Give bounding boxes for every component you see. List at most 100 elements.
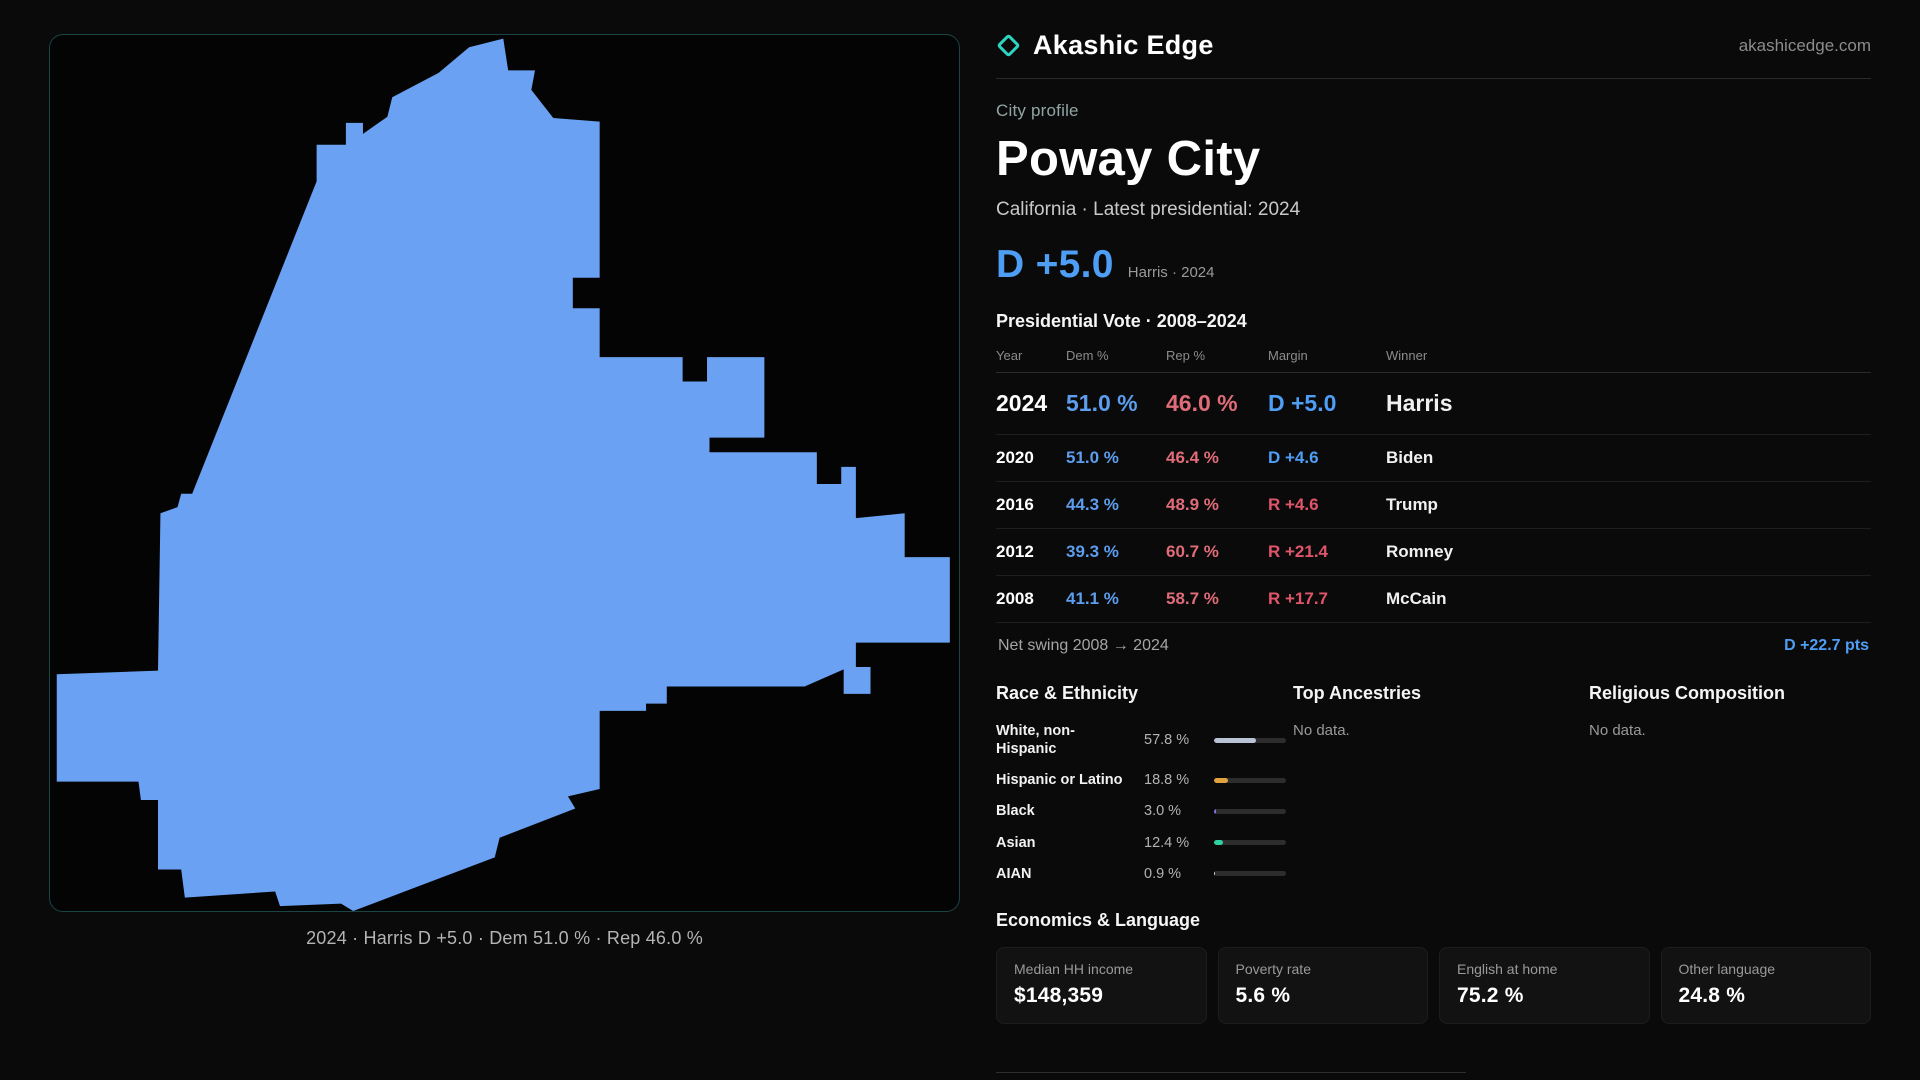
net-swing-value: D +22.7 pts: [1784, 637, 1869, 654]
race-bar: [1214, 840, 1286, 846]
race-bar-fill: [1214, 808, 1217, 814]
year-cell: 2024: [996, 390, 1048, 416]
margin-cell: R +4.6: [1268, 495, 1319, 514]
race-row: Black 3.0 %: [996, 802, 1293, 820]
brand-domain-link[interactable]: akashicedge.com: [1738, 35, 1871, 55]
race-label: Hispanic or Latino: [996, 772, 1123, 789]
race-bar-fill: [1214, 737, 1256, 743]
winner-cell: McCain: [1386, 589, 1447, 608]
race-label: Black: [996, 803, 1035, 820]
winner-cell: Trump: [1386, 495, 1438, 514]
stat-value: 75.2 %: [1457, 983, 1524, 1007]
footer: Sources: Akashic Edge elections database…: [996, 1071, 1466, 1080]
race-row: Hispanic or Latino 18.8 %: [996, 771, 1293, 789]
diamond-logo-icon: [996, 33, 1021, 58]
race-row: Asian 12.4 %: [996, 834, 1293, 852]
rep-cell: 46.4 %: [1166, 448, 1219, 467]
race-value: 3.0 %: [1144, 803, 1182, 820]
vote-row-2016: 2016 44.3 % 48.9 % R +4.6 Trump: [996, 482, 1871, 529]
ancestries-no-data: No data.: [1293, 722, 1350, 739]
rep-cell: 58.7 %: [1166, 589, 1219, 608]
race-ethnicity-title: Race & Ethnicity: [996, 683, 1139, 703]
city-shape: [56, 38, 950, 911]
dem-cell: 39.3 %: [1066, 542, 1119, 561]
economics-stats: Median HH income $148,359 Poverty rate 5…: [996, 946, 1871, 1024]
rep-cell: 48.9 %: [1166, 495, 1219, 514]
race-bar-fill: [1214, 840, 1223, 846]
race-label: White, non-Hispanic: [996, 723, 1075, 758]
winner-cell: Romney: [1386, 542, 1454, 561]
rep-cell: 46.0 %: [1166, 390, 1238, 416]
religious-composition-column: Religious Composition No data.: [1589, 683, 1871, 896]
stat-card-english-at-home: English at home 75.2 %: [1439, 946, 1650, 1024]
map-svg: [56, 38, 950, 911]
stat-card-other-language: Other language 24.8 %: [1660, 946, 1871, 1024]
race-bar-fill: [1214, 777, 1228, 783]
dem-cell: 41.1 %: [1066, 589, 1119, 608]
header: Akashic Edge akashicedge.com: [996, 30, 1871, 79]
col-rep: Rep %: [1166, 348, 1206, 363]
vote-table-title: Presidential Vote · 2008–2024: [996, 311, 1247, 331]
top-ancestries-title: Top Ancestries: [1293, 683, 1422, 703]
dem-cell: 44.3 %: [1066, 495, 1119, 514]
economics-title: Economics & Language: [996, 909, 1201, 930]
dem-cell: 51.0 %: [1066, 448, 1119, 467]
stat-label: English at home: [1457, 960, 1558, 977]
headline-margin-value: D +5.0: [996, 243, 1114, 286]
headline-margin: D +5.0 Harris · 2024: [996, 243, 1871, 287]
vote-table: Year Dem % Rep % Margin Winner 2024 51.0…: [996, 340, 1871, 623]
margin-cell: R +21.4: [1268, 542, 1329, 561]
stat-value: 5.6 %: [1235, 983, 1291, 1007]
race-ethnicity-column: Race & Ethnicity White, non-Hispanic 57.…: [996, 683, 1293, 896]
race-bar: [1214, 737, 1286, 743]
race-value: 12.4 %: [1144, 834, 1190, 851]
dem-cell: 51.0 %: [1066, 390, 1138, 416]
net-swing-label: Net swing 2008 → 2024: [998, 637, 1169, 654]
race-bar: [1214, 808, 1286, 814]
col-winner: Winner: [1386, 348, 1428, 363]
stat-label: Median HH income: [1014, 960, 1134, 977]
year-cell: 2012: [996, 542, 1034, 561]
race-value: 0.9 %: [1144, 865, 1182, 882]
vote-row-2008: 2008 41.1 % 58.7 % R +17.7 McCain: [996, 576, 1871, 623]
kicker: City profile: [996, 101, 1079, 120]
brand: Akashic Edge: [996, 30, 1214, 61]
stat-label: Poverty rate: [1235, 960, 1311, 977]
race-label: Asian: [996, 834, 1036, 851]
map-caption: 2024 · Harris D +5.0 · Dem 51.0 % · Rep …: [306, 928, 703, 948]
winner-cell: Biden: [1386, 448, 1434, 467]
year-cell: 2008: [996, 589, 1034, 608]
vote-row-2012: 2012 39.3 % 60.7 % R +21.4 Romney: [996, 529, 1871, 576]
vote-row-2024: 2024 51.0 % 46.0 % D +5.0 Harris: [996, 373, 1871, 435]
map-section: 2024 · Harris D +5.0 · Dem 51.0 % · Rep …: [49, 34, 960, 948]
headline-margin-context: Harris · 2024: [1127, 264, 1215, 281]
rep-cell: 60.7 %: [1166, 542, 1219, 561]
vote-table-header: Year Dem % Rep % Margin Winner: [996, 340, 1871, 373]
col-dem: Dem %: [1066, 348, 1109, 363]
margin-cell: D +5.0: [1268, 390, 1337, 416]
col-margin: Margin: [1268, 348, 1308, 363]
race-row: White, non-Hispanic 57.8 %: [996, 722, 1293, 758]
religious-composition-title: Religious Composition: [1589, 683, 1785, 703]
race-bar: [1214, 871, 1286, 877]
race-bar-fill: [1214, 871, 1215, 877]
city-boundary-map: [49, 34, 960, 912]
net-swing-row: Net swing 2008 → 2024 D +22.7 pts: [996, 623, 1871, 667]
stat-label: Other language: [1678, 960, 1776, 977]
demographics-section: Race & Ethnicity White, non-Hispanic 57.…: [996, 683, 1871, 896]
race-value: 18.8 %: [1144, 772, 1190, 789]
subtitle: California · Latest presidential: 2024: [996, 199, 1301, 220]
city-profile-panel: Akashic Edge akashicedge.com City profil…: [996, 30, 1871, 1080]
stat-value: 24.8 %: [1678, 983, 1746, 1007]
stat-card-poverty-rate: Poverty rate 5.6 %: [1217, 946, 1428, 1024]
top-ancestries-column: Top Ancestries No data.: [1293, 683, 1589, 896]
col-year: Year: [996, 348, 1023, 363]
brand-name: Akashic Edge: [1033, 30, 1214, 60]
vote-row-2020: 2020 51.0 % 46.4 % D +4.6 Biden: [996, 435, 1871, 482]
winner-cell: Harris: [1386, 390, 1453, 416]
race-bar: [1214, 777, 1286, 783]
race-value: 57.8 %: [1144, 732, 1190, 749]
page-title: Poway City: [996, 132, 1261, 186]
stat-card-median-income: Median HH income $148,359: [996, 946, 1207, 1024]
